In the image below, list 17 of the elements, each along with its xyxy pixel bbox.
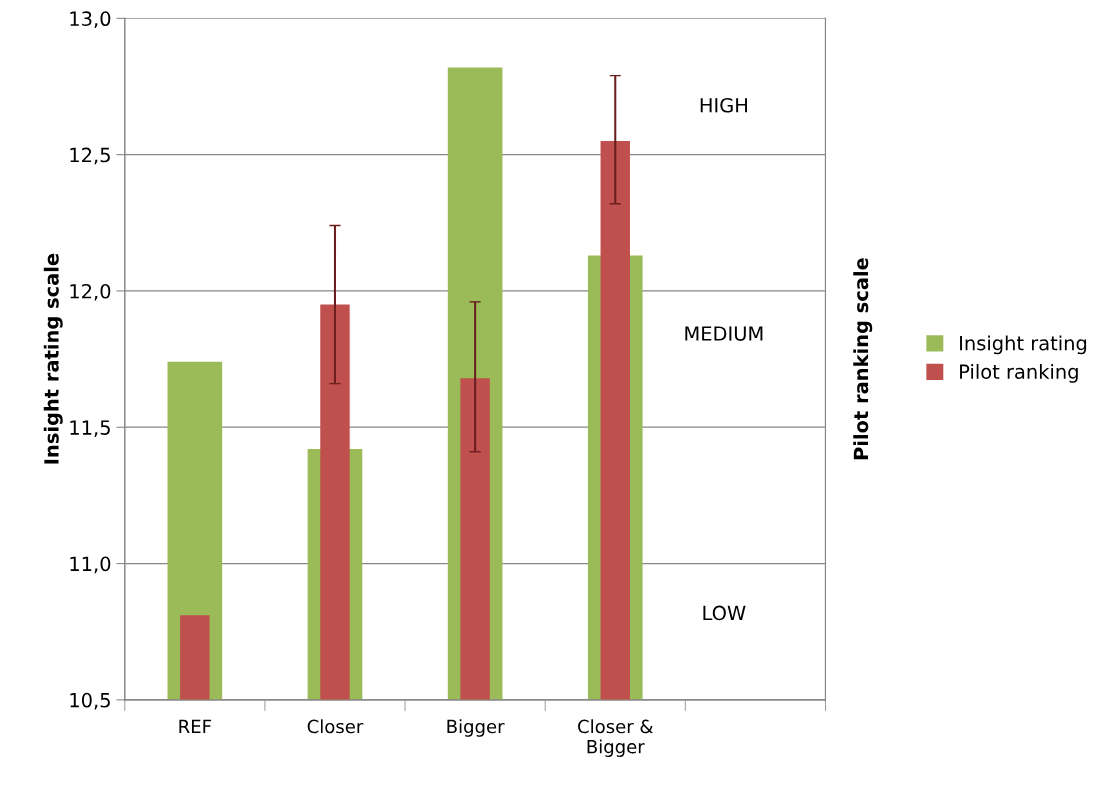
annotation: LOW [703,605,746,621]
y-tick-label: 10,5 [70,692,110,710]
x-tick-label: Closer & Bigger [578,719,653,757]
legend-label: Pilot ranking [960,363,1078,383]
y-tick-label: 12,5 [70,147,110,165]
annotation: HIGH [700,97,747,113]
y-tick-label: 12,0 [70,283,111,301]
y2-axis-title: Pilot ranking scale [853,258,873,460]
y-tick-label: 13,0 [70,11,111,28]
legend-label: Insight rating [960,335,1087,355]
y-tick-label: 11,0 [70,556,111,574]
y-tick-label: 11,5 [70,420,110,437]
x-tick-label: Bigger [447,719,505,737]
annotation: MEDIUM [685,326,763,341]
x-tick-label: Closer [307,719,364,734]
x-tick-label: REF [179,719,211,734]
y-axis-title: Insight rating scale [43,253,63,464]
